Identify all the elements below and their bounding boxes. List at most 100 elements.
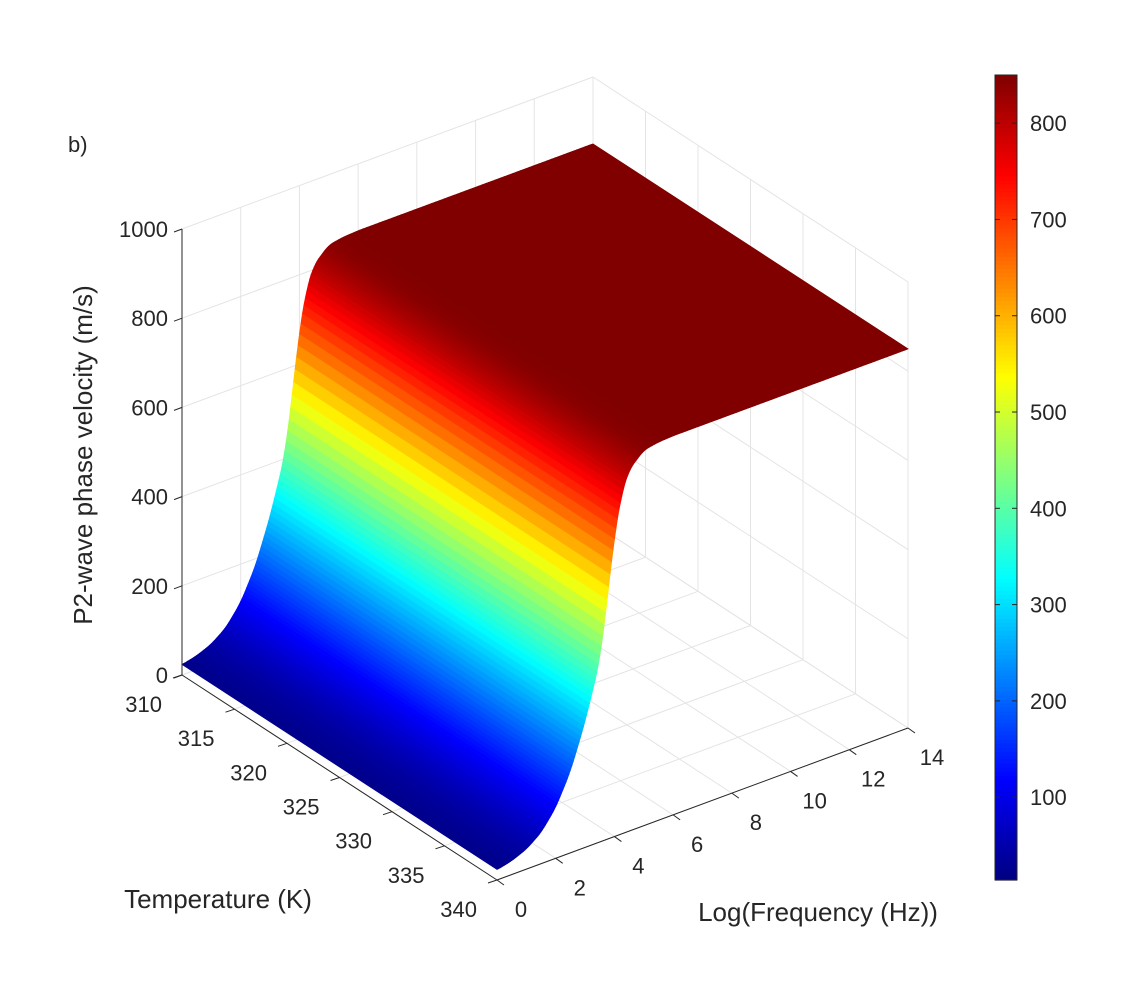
y-tick bbox=[790, 771, 798, 777]
colorbar-segment bbox=[995, 312, 1017, 318]
colorbar-segment bbox=[995, 626, 1017, 632]
colorbar-segment bbox=[995, 630, 1017, 636]
colorbar-segment bbox=[995, 191, 1017, 197]
colorbar-segment bbox=[995, 103, 1017, 108]
colorbar-segment bbox=[995, 558, 1017, 563]
x-tick-label: 310 bbox=[125, 692, 162, 717]
colorbar-segment bbox=[995, 723, 1017, 728]
colorbar-segment bbox=[995, 296, 1017, 301]
colorbar-segment bbox=[995, 264, 1017, 269]
colorbar-segment bbox=[995, 791, 1017, 797]
colorbar-segment bbox=[995, 187, 1017, 193]
y-tick-label: 12 bbox=[861, 767, 885, 792]
colorbar-segment bbox=[995, 167, 1017, 173]
x-tick-label: 325 bbox=[283, 795, 320, 820]
colorbar-segment bbox=[995, 731, 1017, 736]
colorbar-segment bbox=[995, 586, 1017, 591]
colorbar-segment bbox=[995, 545, 1017, 551]
y-tick-label: 6 bbox=[691, 832, 703, 857]
colorbar-segment bbox=[995, 453, 1017, 458]
colorbar-segment bbox=[995, 425, 1017, 430]
z-tick-label: 800 bbox=[131, 306, 168, 331]
axes: 0 200 400 600 800 1000 310 315 320 325 330 335 340 0 2… bbox=[119, 217, 944, 922]
colorbar-segment bbox=[995, 300, 1017, 306]
colorbar-segment bbox=[995, 207, 1017, 213]
colorbar-segment bbox=[995, 678, 1017, 684]
colorbar-segment bbox=[995, 320, 1017, 326]
wall-grid-line bbox=[181, 76, 594, 230]
colorbar-segment bbox=[995, 578, 1017, 583]
colorbar-segment bbox=[995, 714, 1017, 720]
y-tick bbox=[555, 857, 564, 864]
colorbar-segment bbox=[995, 533, 1017, 539]
colorbar-segment bbox=[995, 215, 1017, 221]
colorbar-segment bbox=[995, 823, 1017, 829]
colorbar-segment bbox=[995, 859, 1017, 865]
colorbar-segment bbox=[995, 236, 1017, 241]
z-tick-label: 600 bbox=[131, 395, 168, 420]
colorbar-segment bbox=[995, 815, 1017, 821]
colorbar-segment bbox=[995, 767, 1017, 772]
colorbar-segment bbox=[995, 441, 1017, 446]
colorbar-segment bbox=[995, 392, 1017, 398]
colorbar-segment bbox=[995, 376, 1017, 382]
colorbar-tick-label: 800 bbox=[1030, 111, 1067, 136]
colorbar-segment bbox=[995, 521, 1017, 527]
colorbar-segment bbox=[995, 658, 1017, 664]
colorbar-segment bbox=[995, 240, 1017, 245]
colorbar-segment bbox=[995, 292, 1017, 297]
colorbar-segment bbox=[995, 847, 1017, 853]
colorbar: 100 200 300 400 500 600 700 800 bbox=[994, 74, 1067, 881]
y-tick bbox=[848, 749, 857, 756]
colorbar-segment bbox=[995, 481, 1017, 487]
colorbar-segment bbox=[995, 388, 1017, 394]
colorbar-segment bbox=[995, 433, 1017, 438]
colorbar-segment bbox=[995, 449, 1017, 454]
colorbar-segment bbox=[995, 863, 1017, 869]
colorbar-segment bbox=[995, 743, 1017, 748]
z-tick bbox=[173, 406, 183, 411]
colorbar-segment bbox=[995, 553, 1017, 559]
y-tick bbox=[672, 814, 681, 821]
colorbar-segment bbox=[995, 654, 1017, 660]
colorbar-segment bbox=[995, 710, 1017, 716]
colorbar-segment bbox=[995, 574, 1017, 579]
colorbar-segment bbox=[995, 541, 1017, 547]
colorbar-segment bbox=[995, 485, 1017, 491]
colorbar-tick-label: 700 bbox=[1030, 207, 1067, 232]
colorbar-segment bbox=[995, 155, 1017, 161]
colorbar-segment bbox=[995, 839, 1017, 845]
colorbar-segment bbox=[995, 139, 1017, 145]
colorbar-segment bbox=[995, 336, 1017, 342]
colorbar-segment bbox=[995, 751, 1017, 756]
x-tick-label: 320 bbox=[230, 760, 267, 785]
colorbar-segment bbox=[995, 855, 1017, 861]
colorbar-segment bbox=[995, 244, 1017, 249]
colorbar-segment bbox=[995, 771, 1017, 776]
colorbar-segment bbox=[995, 364, 1017, 370]
colorbar-segment bbox=[995, 457, 1017, 462]
colorbar-segment bbox=[995, 199, 1017, 205]
colorbar-segment bbox=[995, 803, 1017, 809]
colorbar-segment bbox=[995, 83, 1017, 88]
y-tick bbox=[614, 836, 622, 842]
colorbar-segment bbox=[995, 509, 1017, 515]
panel-label: b) bbox=[68, 132, 88, 157]
x-axis-label: Temperature (K) bbox=[124, 884, 312, 914]
colorbar-segment bbox=[995, 662, 1017, 668]
colorbar-tick-label: 100 bbox=[1030, 785, 1067, 810]
colorbar-segment bbox=[995, 827, 1017, 833]
y-axis-line bbox=[496, 727, 909, 881]
colorbar-segment bbox=[995, 107, 1017, 112]
colorbar-segment bbox=[995, 211, 1017, 217]
colorbar-segment bbox=[995, 598, 1017, 603]
colorbar-segment bbox=[995, 638, 1017, 644]
y-tick-label: 4 bbox=[632, 854, 644, 879]
colorbar-segment bbox=[995, 505, 1017, 511]
colorbar-segment bbox=[995, 445, 1017, 450]
colorbar-segment bbox=[995, 91, 1017, 96]
colorbar-segment bbox=[995, 549, 1017, 555]
y-tick-label: 8 bbox=[750, 810, 762, 835]
colorbar-segment bbox=[995, 618, 1017, 623]
